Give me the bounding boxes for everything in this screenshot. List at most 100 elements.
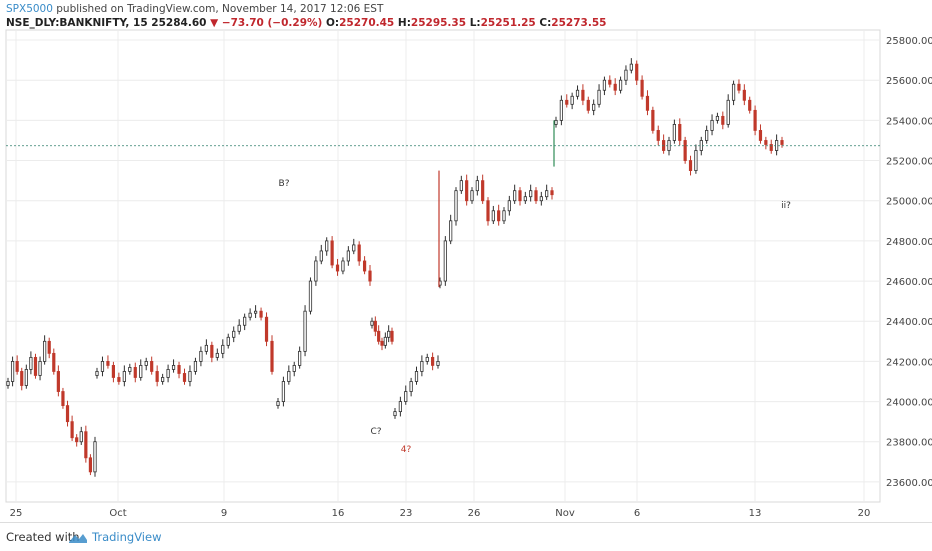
candle-body bbox=[513, 190, 517, 202]
tradingview-brand-link[interactable]: TradingView bbox=[92, 530, 162, 544]
candle-body bbox=[166, 369, 170, 378]
candle-body bbox=[352, 244, 356, 252]
candle-body bbox=[425, 356, 429, 362]
candle-body bbox=[539, 196, 543, 202]
candle-body bbox=[287, 371, 291, 382]
wave-label: C? bbox=[370, 427, 381, 437]
candle-body bbox=[330, 240, 334, 266]
published-text: published on TradingView.com, November 1… bbox=[56, 3, 384, 15]
y-tick-label: 24400.00 bbox=[886, 317, 932, 328]
candle-body bbox=[88, 457, 93, 473]
candle-body bbox=[404, 391, 408, 402]
candle-body bbox=[100, 361, 105, 372]
candle-body bbox=[210, 344, 214, 358]
candle-body bbox=[393, 411, 397, 417]
candle-body bbox=[507, 200, 511, 212]
candle-body bbox=[550, 190, 554, 196]
candle-body bbox=[61, 391, 65, 406]
x-tick-label: 25 bbox=[10, 508, 23, 519]
candle-body bbox=[597, 89, 601, 105]
candle-body bbox=[586, 99, 590, 111]
candle-body bbox=[737, 83, 741, 91]
candle-body bbox=[75, 437, 79, 443]
candle-body bbox=[314, 260, 318, 282]
candle-body bbox=[33, 356, 38, 376]
price-chart[interactable]: 23600.00 23800.00 24000.00 24200.00 24400.00… bbox=[0, 0, 932, 522]
candle-body bbox=[259, 310, 263, 318]
x-axis: 25 Oct 9 16 23 26 Nov 6 13 20 bbox=[10, 508, 871, 519]
candle-body bbox=[534, 190, 538, 202]
candle-body bbox=[443, 240, 447, 282]
candle-body bbox=[133, 367, 137, 378]
candle-body bbox=[226, 336, 230, 346]
y-tick-label: 24000.00 bbox=[886, 398, 932, 409]
low-value: 25251.25 bbox=[480, 17, 536, 29]
high-value: 25295.35 bbox=[410, 17, 467, 29]
candle-body bbox=[84, 431, 88, 459]
candle-body bbox=[93, 441, 97, 473]
candle-body bbox=[122, 371, 126, 382]
candle-body bbox=[420, 361, 424, 372]
candle-body bbox=[678, 124, 682, 141]
candle-body bbox=[409, 381, 413, 392]
candle-body bbox=[24, 369, 28, 386]
y-axis: 23600.00 23800.00 24000.00 24200.00 24400.00… bbox=[886, 36, 932, 489]
candle-body bbox=[117, 377, 121, 382]
x-tick-label: 20 bbox=[858, 508, 871, 519]
candle-body bbox=[618, 79, 623, 91]
candle-body bbox=[215, 352, 219, 358]
candle-body bbox=[465, 180, 469, 202]
y-tick-label: 25800.00 bbox=[886, 36, 932, 47]
candle-body bbox=[150, 361, 154, 372]
candle-body bbox=[667, 140, 671, 151]
candle-body bbox=[436, 361, 440, 366]
candle-body bbox=[204, 344, 208, 352]
candle-body bbox=[721, 115, 725, 125]
plot-frame bbox=[5, 29, 881, 503]
candle-body bbox=[613, 83, 617, 91]
candle-body bbox=[377, 330, 381, 342]
high-label: H: bbox=[397, 17, 411, 29]
candle-body bbox=[370, 320, 374, 326]
x-tick-label: 23 bbox=[400, 508, 413, 519]
candle-body bbox=[694, 150, 698, 171]
x-tick-label: Oct bbox=[109, 508, 126, 519]
candle-body bbox=[731, 83, 736, 101]
candle-body bbox=[128, 367, 132, 372]
candle-body bbox=[449, 220, 453, 242]
wave-label: B? bbox=[279, 179, 290, 189]
candle-body bbox=[414, 371, 419, 382]
candle-body bbox=[431, 356, 435, 366]
close-label: C: bbox=[539, 17, 552, 29]
x-tick-label: 6 bbox=[634, 508, 640, 519]
last-price: 25284.60 bbox=[151, 17, 207, 29]
candle-body bbox=[47, 340, 51, 354]
candle-body bbox=[645, 95, 650, 111]
x-tick-label: 9 bbox=[221, 508, 227, 519]
x-tick-label: 13 bbox=[749, 508, 762, 519]
candle-body bbox=[672, 124, 676, 141]
candle-body bbox=[742, 89, 746, 101]
candle-body bbox=[624, 69, 628, 81]
candle-body bbox=[523, 196, 527, 202]
candle-body bbox=[106, 361, 110, 366]
candle-body bbox=[629, 63, 633, 71]
candle-body bbox=[357, 244, 361, 262]
candle-body bbox=[341, 260, 345, 272]
candle-body bbox=[264, 316, 269, 342]
candle-body bbox=[237, 324, 241, 332]
candle-body bbox=[715, 115, 720, 121]
candle-body bbox=[570, 95, 574, 105]
candle-body bbox=[475, 180, 479, 192]
price-change: −73.70 (−0.29%) bbox=[221, 17, 323, 29]
x-tick-label: 16 bbox=[332, 508, 345, 519]
y-tick-label: 24800.00 bbox=[886, 237, 932, 248]
candle-body bbox=[253, 310, 258, 314]
author-link[interactable]: SPX5000 bbox=[6, 3, 53, 15]
candle-body bbox=[15, 361, 19, 372]
wave-label: ii? bbox=[781, 201, 791, 211]
candle-body bbox=[298, 350, 302, 366]
candle-body bbox=[276, 401, 280, 406]
candle-body bbox=[308, 280, 313, 312]
candle-body bbox=[481, 180, 485, 202]
